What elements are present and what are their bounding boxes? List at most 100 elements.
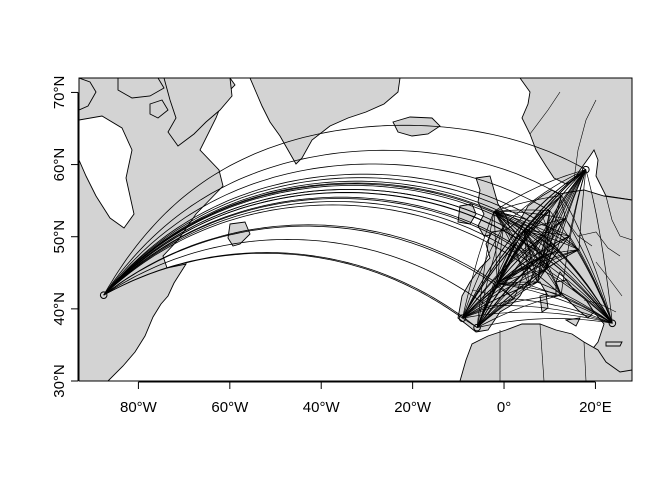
flight-route-europe [526,169,586,220]
flight-route-europe [493,211,562,296]
flight-route-europe [523,169,587,231]
flight-route-transatlantic [103,173,580,296]
airports-layer [99,165,617,332]
flight-route-transatlantic [103,252,478,328]
y-tick-label: 30°N [51,364,68,398]
flight-route-europe [496,283,515,300]
y-tick-label: 60°N [51,148,68,182]
arctic-island-2 [117,78,165,99]
flight-route-europe [493,211,544,256]
flight-route-europe [493,211,498,284]
newfoundland [227,221,251,247]
x-tick-label: 80°W [120,399,158,416]
flight-route-europe [537,281,613,324]
x-tick-label: 40°W [303,399,341,416]
flight-route-transatlantic [103,238,488,307]
airport-marker-chicago [99,291,108,299]
x-axis: 80°W 60°W 40°W 20°W 0° 20°E [120,381,612,416]
flight-route-europe [523,230,538,283]
flight-route-europe [496,219,527,284]
flight-route-europe [493,211,538,283]
flight-route-europe [537,210,551,283]
routes-layer [103,124,613,328]
flight-route-europe [497,281,538,284]
airport-marker-stockholm [582,165,590,174]
flight-route-europe [561,195,613,324]
flight-route-europe [523,230,613,324]
flight-route-europe [545,169,587,270]
arctic-island-1 [79,78,97,111]
flight-route-transatlantic [103,189,504,296]
flight-route-europe [549,169,587,211]
flight-route-europe [462,268,547,319]
north-africa [459,323,632,381]
arctic-island-3 [149,99,169,119]
flight-route-europe [578,169,587,250]
flight-route-europe [585,169,613,324]
flight-route-europe [531,263,613,324]
flight-route-europe [523,230,558,251]
flight-route-europe [497,283,613,324]
flight-route-europe [496,255,544,284]
flight-route-europe [528,169,587,286]
flight-route-europe [523,230,570,237]
flight-route-europe [569,235,613,324]
flight-route-europe [497,268,547,284]
flight-route-europe [523,210,550,231]
flight-route-europe [523,218,566,231]
flight-route-europe [514,298,613,324]
flight-route-europe [476,225,504,328]
flight-route-europe [537,235,570,283]
flight-route-europe [545,249,580,270]
flight-route-europe [564,218,613,324]
flight-route-europe [523,195,562,231]
flight-route-europe [462,317,478,328]
flight-route-europe [476,294,562,328]
flight-route-europe [545,268,613,324]
flight-route-europe [542,195,562,256]
flight-route-transatlantic [103,180,545,296]
flight-route-europe [487,305,613,324]
greenland [249,78,401,165]
flight-route-europe [477,318,613,328]
y-tick-label: 40°N [51,292,68,326]
flight-route-europe [528,281,538,286]
flight-route-transatlantic [103,124,586,296]
flight-route-europe [531,169,587,265]
flight-route-europe [493,211,580,250]
flight-route-europe [462,211,495,319]
crete [605,341,623,347]
flight-route-europe [476,218,566,328]
flight-route-europe [564,169,587,219]
flight-route-europe [556,250,613,324]
flight-route-europe [476,211,495,328]
airport-marker-seville [473,323,481,332]
flight-route-transatlantic [103,201,533,296]
flight-route-transatlantic [103,204,562,296]
airport-marker-lisbon [458,314,467,323]
plot-frame [78,77,633,382]
flight-route-europe [523,230,544,256]
hudson-bay [79,115,135,229]
flight-route-europe [523,230,562,296]
airport-marker-athens [608,319,617,328]
flight-route-europe [537,169,587,283]
flight-route-europe [503,169,586,227]
flight-route-europe [497,283,529,286]
flight-route-transatlantic [103,182,495,296]
y-axis: 30°N 40°N 50°N 60°N 70°N [51,76,79,398]
flight-route-transatlantic [103,177,527,296]
flight-route-europe [528,268,547,286]
flight-route-transatlantic [103,225,515,300]
x-tick-label: 20°E [579,399,612,416]
flight-route-europe [542,255,613,324]
flight-route-europe [476,210,550,328]
x-tick-label: 0° [497,399,511,416]
flight-route-europe [514,244,613,324]
flight-route-europe [542,169,587,256]
y-tick-label: 70°N [51,76,68,110]
flight-route-europe [542,255,547,270]
flight-route-europe [493,211,530,286]
